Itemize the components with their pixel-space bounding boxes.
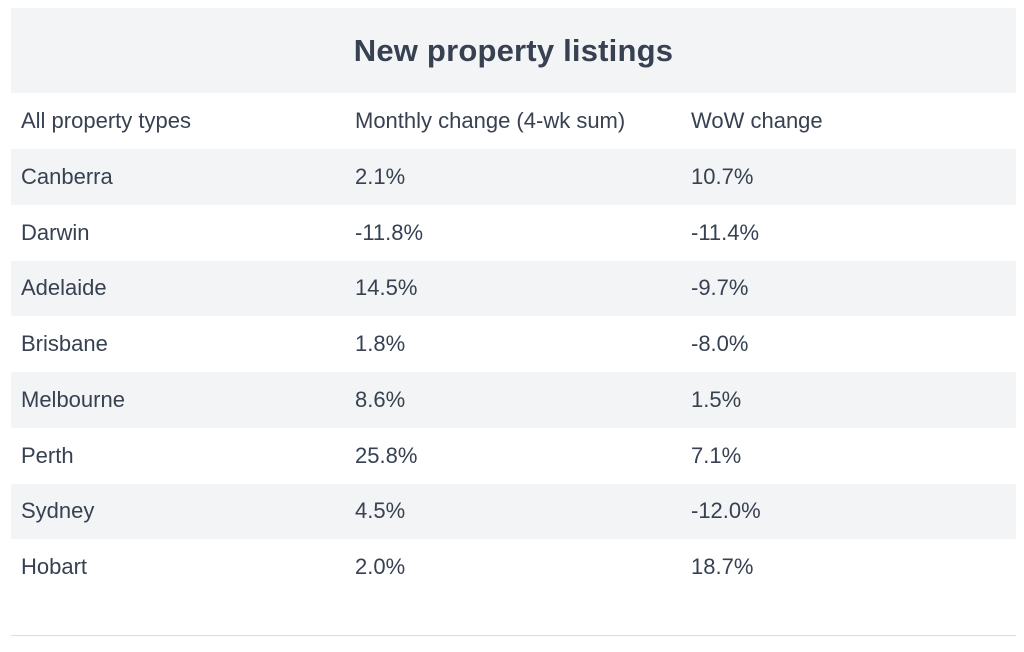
monthly-change-cell: 2.1% bbox=[355, 163, 406, 189]
city-cell: Melbourne bbox=[21, 386, 125, 412]
city-cell: Sydney bbox=[21, 498, 95, 524]
city-cell: Canberra bbox=[21, 163, 113, 189]
wow-change-cell: -8.0% bbox=[691, 331, 749, 357]
wow-change-cell: 10.7% bbox=[691, 163, 754, 189]
listings-table: New property listings All property types… bbox=[11, 8, 1016, 636]
table-title: New property listings bbox=[353, 32, 674, 68]
monthly-change-cell: -11.8% bbox=[355, 219, 424, 245]
city-cell: Adelaide bbox=[21, 275, 107, 301]
city-cell: Brisbane bbox=[21, 331, 108, 357]
wow-change-cell: 1.5% bbox=[691, 386, 742, 412]
table-row: Hobart 2.0% 18.7% bbox=[11, 539, 1016, 595]
table-header-row: All property types Monthly change (4-wk … bbox=[11, 93, 1016, 149]
monthly-change-cell: 4.5% bbox=[355, 498, 406, 524]
city-cell: Darwin bbox=[21, 219, 90, 245]
header-monthly-change: Monthly change (4-wk sum) bbox=[355, 108, 626, 133]
wow-change-cell: -11.4% bbox=[691, 219, 760, 245]
header-wow-change: WoW change bbox=[691, 108, 823, 133]
city-cell: Perth bbox=[21, 442, 74, 468]
monthly-change-cell: 2.0% bbox=[355, 554, 406, 580]
table-title-bar: New property listings bbox=[11, 8, 1016, 93]
header-property-types: All property types bbox=[21, 108, 191, 133]
monthly-change-cell: 14.5% bbox=[355, 275, 418, 301]
table-row: Darwin -11.8% -11.4% bbox=[11, 205, 1016, 261]
city-cell: Hobart bbox=[21, 554, 88, 580]
table-row: Sydney 4.5% -12.0% bbox=[11, 483, 1016, 540]
table-row: Adelaide 14.5% -9.7% bbox=[11, 260, 1016, 317]
wow-change-cell: 7.1% bbox=[691, 442, 742, 468]
wow-change-cell: -12.0% bbox=[691, 498, 761, 524]
table-row: Perth 25.8% 7.1% bbox=[11, 428, 1016, 484]
wow-change-cell: 18.7% bbox=[691, 554, 754, 580]
monthly-change-cell: 1.8% bbox=[355, 331, 406, 357]
table-row: Canberra 2.1% 10.7% bbox=[11, 149, 1016, 205]
monthly-change-cell: 25.8% bbox=[355, 442, 418, 468]
table-row: Brisbane 1.8% -8.0% bbox=[11, 316, 1016, 372]
table-row: Melbourne 8.6% 1.5% bbox=[11, 372, 1016, 428]
wow-change-cell: -9.7% bbox=[691, 275, 749, 301]
monthly-change-cell: 8.6% bbox=[355, 386, 406, 412]
table-bottom-divider bbox=[11, 635, 1016, 636]
